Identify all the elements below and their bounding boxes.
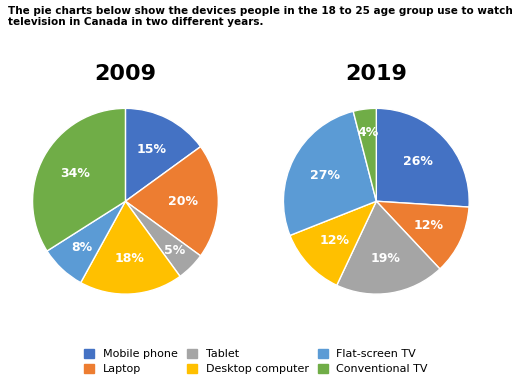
Wedge shape <box>47 201 125 283</box>
Legend: Mobile phone, Laptop, Tablet, Desktop computer, Flat-screen TV, Conventional TV: Mobile phone, Laptop, Tablet, Desktop co… <box>81 346 431 378</box>
Wedge shape <box>284 111 376 235</box>
Text: 8%: 8% <box>72 241 93 254</box>
Wedge shape <box>125 147 218 256</box>
Wedge shape <box>376 108 469 207</box>
Text: 4%: 4% <box>357 126 378 139</box>
Title: 2019: 2019 <box>346 63 407 84</box>
Wedge shape <box>125 108 201 201</box>
Text: 27%: 27% <box>310 169 340 182</box>
Text: 15%: 15% <box>137 144 166 156</box>
Wedge shape <box>376 201 469 269</box>
Text: 26%: 26% <box>403 155 433 168</box>
Text: 5%: 5% <box>164 244 185 257</box>
Text: The pie charts below show the devices people in the 18 to 25 age group use to wa: The pie charts below show the devices pe… <box>8 6 512 27</box>
Text: 12%: 12% <box>319 234 349 247</box>
Title: 2009: 2009 <box>94 63 157 84</box>
Wedge shape <box>33 108 125 251</box>
Text: 34%: 34% <box>60 167 90 180</box>
Wedge shape <box>125 201 201 276</box>
Text: 18%: 18% <box>114 252 144 265</box>
Wedge shape <box>337 201 440 294</box>
Wedge shape <box>353 108 376 201</box>
Text: 12%: 12% <box>413 219 443 232</box>
Text: 20%: 20% <box>168 195 198 208</box>
Wedge shape <box>81 201 180 294</box>
Text: 19%: 19% <box>370 252 400 265</box>
Wedge shape <box>290 201 376 285</box>
